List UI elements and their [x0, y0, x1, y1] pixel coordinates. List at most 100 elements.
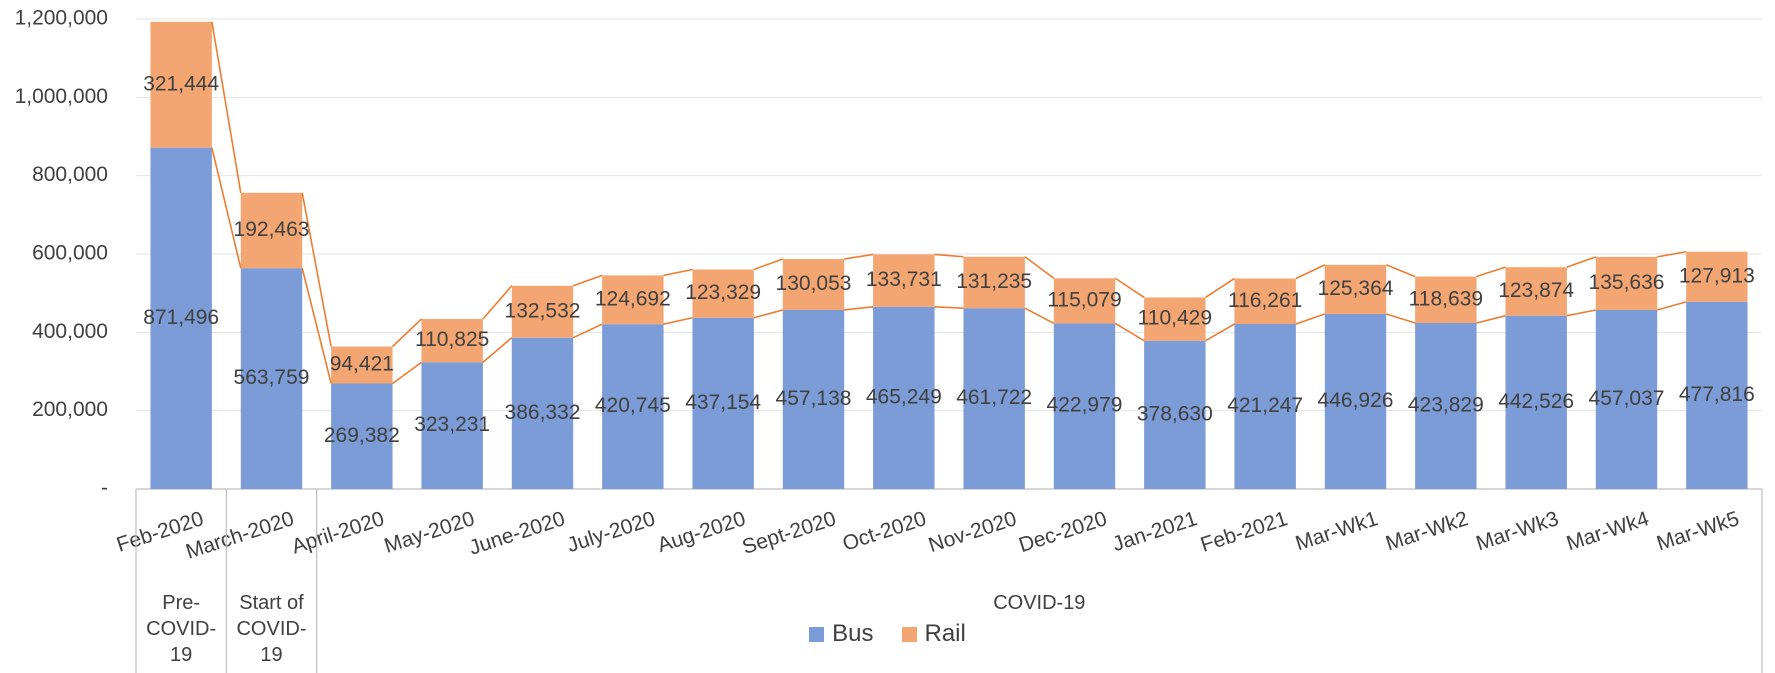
legend-label: Rail	[924, 620, 966, 647]
data-label: 420,745	[595, 394, 671, 417]
x-tick-label: Jan-2021	[1110, 507, 1200, 556]
bar-segment	[1053, 278, 1116, 324]
bar-segment	[331, 383, 393, 489]
x-tick-label: June-2020	[466, 507, 567, 560]
bar-segment	[150, 147, 212, 489]
legend-label: Bus	[832, 620, 874, 647]
group-label: COVID-19	[993, 592, 1086, 614]
legend-item: Bus	[809, 620, 874, 648]
bar-segment	[421, 362, 483, 489]
data-label: 465,249	[866, 385, 942, 408]
data-label: 423,829	[1408, 394, 1484, 417]
connector-line	[482, 285, 513, 320]
bar-segment	[873, 306, 935, 489]
x-tick-label: Mar-Wk2	[1383, 507, 1471, 555]
data-label: 477,816	[1679, 383, 1755, 406]
connector-line	[211, 147, 242, 269]
group-label: Pre-COVID-19	[146, 592, 217, 666]
bar-segment	[1234, 324, 1296, 489]
y-tick-label: 400,000	[32, 320, 108, 343]
bar-segment	[1505, 315, 1567, 489]
data-label: 437,154	[685, 391, 761, 414]
data-label: 94,421	[330, 353, 394, 376]
bar-segment	[1053, 323, 1116, 489]
data-label: 323,231	[414, 413, 490, 436]
legend-item: Rail	[901, 620, 966, 648]
data-label: 123,874	[1498, 279, 1574, 302]
x-tick-label: Sept-2020	[739, 507, 838, 559]
connector-line	[1205, 277, 1235, 299]
x-tick-label: Mar-Wk3	[1473, 507, 1561, 555]
bar-segment	[421, 318, 483, 363]
bar-segment	[602, 275, 664, 325]
bar-segment	[692, 269, 754, 318]
x-tick-label: Oct-2020	[840, 507, 929, 556]
bar-segment	[1595, 309, 1658, 489]
data-label: 321,444	[143, 72, 219, 95]
data-label: 446,926	[1318, 389, 1394, 412]
data-label: 125,364	[1318, 277, 1394, 300]
x-tick-label: July-2020	[564, 507, 658, 557]
bar-segment	[963, 308, 1025, 489]
connector-line	[572, 274, 603, 287]
bar-segment	[1234, 278, 1296, 325]
connector-line	[1114, 277, 1145, 299]
bar-segment	[1415, 323, 1477, 489]
bar-segment	[1324, 264, 1387, 314]
connector-line	[753, 258, 784, 271]
data-label: 127,913	[1679, 264, 1755, 287]
bar-segment	[240, 268, 303, 489]
x-tick-label: Dec-2020	[1016, 507, 1110, 557]
data-label: 378,630	[1137, 402, 1213, 425]
connector-line	[1205, 323, 1235, 342]
connector-line	[482, 337, 513, 364]
legend: Bus Rail	[0, 620, 1775, 648]
data-label: 116,261	[1228, 289, 1302, 312]
bar-segment	[602, 324, 664, 489]
x-tick-label: May-2020	[381, 507, 477, 558]
bar-segment	[692, 317, 754, 489]
bar-segment	[782, 309, 845, 489]
bar-segment	[782, 259, 845, 310]
x-tick-label: Mar-Wk1	[1293, 507, 1381, 555]
bar-segment	[1415, 276, 1477, 324]
connector-line	[301, 192, 332, 347]
data-label: 132,532	[505, 299, 581, 322]
connector-line	[663, 317, 693, 325]
bar-segment	[1686, 301, 1748, 489]
connector-line	[391, 318, 423, 348]
connector-line	[1566, 309, 1596, 317]
x-tick-label: Feb-2021	[1198, 507, 1291, 557]
legend-swatch	[901, 626, 917, 642]
data-label: 457,138	[776, 387, 852, 410]
data-label: 131,235	[956, 270, 1032, 293]
connector-line	[1114, 322, 1145, 342]
data-label: 269,382	[324, 424, 400, 447]
data-label: 457,037	[1589, 387, 1665, 410]
legend-swatch	[809, 626, 825, 642]
bar-segment	[511, 285, 574, 338]
bar-segment	[1144, 340, 1206, 489]
bar-segment	[1144, 297, 1206, 341]
bar-segment	[511, 337, 574, 489]
y-tick-label: 600,000	[32, 242, 108, 265]
x-tick-label: Mar-Wk4	[1564, 507, 1652, 555]
data-label: 110,429	[1138, 307, 1212, 330]
data-label: 115,079	[1047, 288, 1121, 311]
connector-line	[1385, 313, 1416, 324]
bar-segment	[1324, 313, 1387, 489]
data-label: 118,639	[1409, 287, 1483, 310]
data-label: 133,731	[866, 268, 942, 291]
bar-segment	[1686, 251, 1748, 302]
data-label: 130,053	[776, 272, 852, 295]
connector-line	[572, 323, 603, 339]
connector-line	[844, 305, 874, 311]
connector-line	[753, 309, 783, 319]
y-tick-label: 800,000	[32, 163, 108, 186]
y-tick-label: -	[101, 477, 108, 500]
bar-segment	[873, 254, 935, 307]
connector-line	[663, 268, 693, 277]
connector-line	[934, 305, 964, 309]
